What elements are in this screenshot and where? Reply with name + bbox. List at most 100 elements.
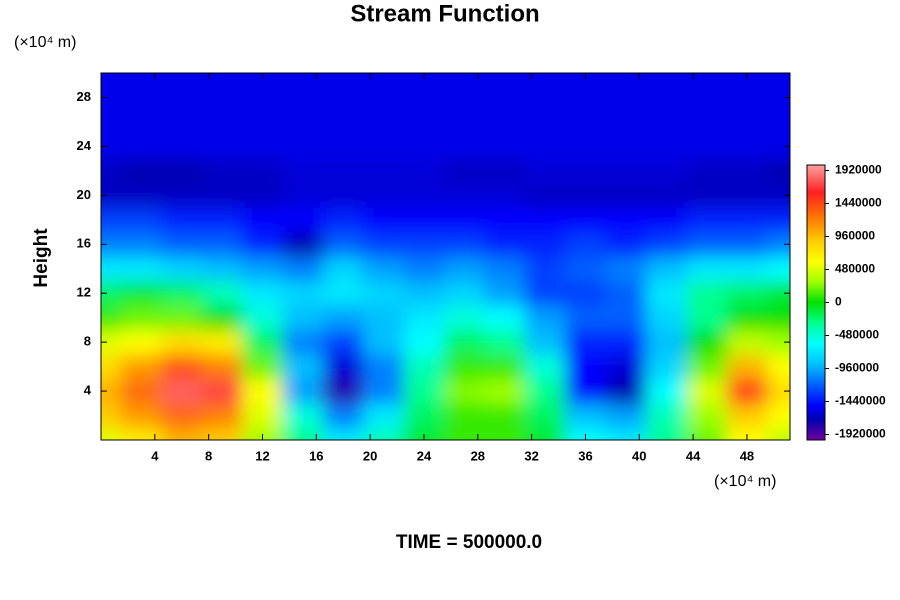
field-cell <box>242 183 284 209</box>
field-cell <box>484 403 526 429</box>
field-cell <box>101 256 122 282</box>
field-cell <box>646 305 687 331</box>
field-cell <box>444 183 486 209</box>
field-cell <box>403 109 445 135</box>
colorbar-tick-label: -960000 <box>835 361 879 375</box>
colorbar-tick-label: 0 <box>835 295 842 309</box>
field-cell <box>121 232 163 257</box>
y-tick-label: 4 <box>84 383 92 398</box>
field-cell <box>524 378 566 404</box>
field-cell <box>282 85 324 111</box>
x-tick-label: 12 <box>255 448 269 463</box>
field-cell <box>101 134 122 160</box>
field-cell <box>161 158 203 184</box>
field-cell <box>161 403 203 429</box>
field-cell <box>686 158 728 184</box>
field-cell <box>242 403 284 429</box>
field-cell <box>201 427 243 440</box>
field-cell <box>242 85 284 111</box>
field-cell <box>201 256 243 282</box>
field-cell <box>444 427 486 440</box>
field-cell <box>121 354 163 380</box>
field-cell <box>323 280 364 306</box>
field-cell <box>101 305 122 331</box>
field-cell <box>363 232 405 257</box>
field-cell <box>242 73 284 86</box>
field-cell <box>242 354 284 380</box>
field-cell <box>161 85 203 111</box>
field-cell <box>323 329 364 355</box>
field-cell <box>363 158 405 184</box>
field-cell <box>363 305 405 331</box>
field-cell <box>686 85 728 111</box>
field-cell <box>323 134 364 160</box>
field-cell <box>646 158 687 184</box>
field-cell <box>403 354 445 380</box>
field-cell <box>686 403 728 429</box>
field-cell <box>161 329 203 355</box>
field-cell <box>242 158 284 184</box>
field-cell <box>767 378 790 404</box>
field-cell <box>646 256 687 282</box>
field-cell <box>565 403 607 429</box>
field-cell <box>161 134 203 160</box>
field-cell <box>565 85 607 111</box>
field-cell <box>242 305 284 331</box>
field-cell <box>201 378 243 404</box>
field-cell <box>242 134 284 160</box>
x-tick-label: 40 <box>632 448 646 463</box>
field-cell <box>565 427 607 440</box>
field-cell <box>686 427 728 440</box>
field-cell <box>484 378 526 404</box>
field-cell <box>767 109 790 135</box>
field-cell <box>565 354 607 380</box>
field-cell <box>484 207 526 233</box>
field-cell <box>646 73 687 86</box>
field-cell <box>121 280 163 306</box>
field-cell <box>161 305 203 331</box>
colorbar-tick-label: -1440000 <box>835 394 886 408</box>
x-tick-label: 48 <box>740 448 754 463</box>
field-cell <box>605 378 647 404</box>
field-cell <box>161 109 203 135</box>
field-cell <box>726 329 768 355</box>
field-cell <box>201 183 243 209</box>
field-cell <box>101 73 122 86</box>
x-tick-label: 32 <box>524 448 538 463</box>
field-cell <box>767 403 790 429</box>
field-cell <box>282 329 324 355</box>
field-cell <box>767 73 790 86</box>
field-cell <box>686 256 728 282</box>
field-cell <box>242 232 284 257</box>
field-cell <box>484 256 526 282</box>
field-cell <box>403 134 445 160</box>
field-cell <box>726 134 768 160</box>
field-cell <box>161 280 203 306</box>
field-cell <box>484 134 526 160</box>
field-cell <box>726 232 768 257</box>
field-cell <box>605 329 647 355</box>
field-cell <box>484 427 526 440</box>
field-cell <box>444 329 486 355</box>
field-cell <box>484 109 526 135</box>
field-cell <box>403 305 445 331</box>
x-tick-label: 8 <box>205 448 212 463</box>
colorbar-tick-label: 480000 <box>835 262 875 276</box>
field-cell <box>403 158 445 184</box>
y-tick-label: 16 <box>77 236 91 251</box>
field-cell <box>363 183 405 209</box>
field-cell <box>605 354 647 380</box>
field-cell <box>605 158 647 184</box>
field-cell <box>646 85 687 111</box>
field-cell <box>605 85 647 111</box>
colorbar-tick-label: 960000 <box>835 229 875 243</box>
field-cell <box>686 232 728 257</box>
colorbar-tick-label: 1920000 <box>835 163 882 177</box>
field-cell <box>444 158 486 184</box>
field-cell <box>242 329 284 355</box>
field-cell <box>726 280 768 306</box>
field-cell <box>605 207 647 233</box>
field-cell <box>726 183 768 209</box>
field-cell <box>242 280 284 306</box>
